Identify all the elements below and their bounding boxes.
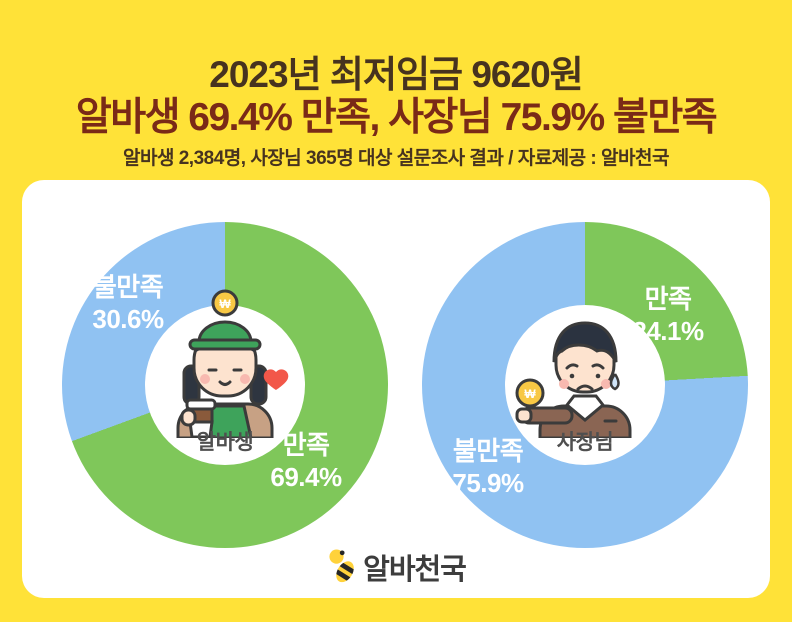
slice-label-dissatisfied: 불만족 30.6% bbox=[70, 272, 186, 335]
slice-label-text: 만족 bbox=[282, 430, 330, 460]
chart-card: 불만족 30.6% 만족 69.4% ₩ bbox=[22, 180, 770, 598]
boss-collar bbox=[564, 394, 606, 422]
svg-text:₩: ₩ bbox=[219, 297, 231, 311]
slice-label-pct: 24.1% bbox=[632, 315, 704, 346]
logo-text: 알바천국 bbox=[363, 554, 467, 586]
slice-label-dissatisfied: 불만족 75.9% bbox=[430, 436, 546, 499]
slice-label-text: 만족 bbox=[644, 284, 692, 314]
donut-chart-albasaeng: 불만족 30.6% 만족 69.4% ₩ bbox=[62, 222, 388, 548]
tear-icon bbox=[609, 373, 620, 391]
coffee-cup-icon bbox=[185, 398, 217, 438]
svg-text:₩: ₩ bbox=[524, 387, 536, 401]
page-title-line2: 알바생 69.4% 만족, 사장님 75.9% 불만족 bbox=[75, 96, 718, 139]
slice-label-text: 불만족 bbox=[92, 272, 164, 302]
coin-icon: ₩ bbox=[515, 378, 545, 408]
cap-dome bbox=[197, 320, 253, 344]
slice-label-pct: 30.6% bbox=[92, 303, 164, 334]
slice-label-pct: 75.9% bbox=[452, 467, 524, 498]
albacheonguk-logo: 알바천국 bbox=[326, 546, 467, 588]
barista-character: ₩ bbox=[176, 289, 289, 438]
survey-source-subtitle: 알바생 2,384명, 사장님 365명 대상 설문조사 결과 / 자료제공 :… bbox=[123, 148, 669, 169]
boss-character: ₩ bbox=[515, 321, 632, 438]
boss-hair bbox=[552, 321, 618, 363]
donut-chart-sajangnim: 만족 24.1% 불만족 75.9% ₩ bbox=[422, 222, 748, 548]
slice-label-pct: 69.4% bbox=[270, 461, 342, 492]
heart-icon bbox=[263, 369, 289, 390]
chart-center-label: 알바생 bbox=[196, 431, 254, 454]
cap-brim bbox=[188, 338, 262, 351]
slice-label-satisfied: 만족 69.4% bbox=[248, 430, 364, 493]
bee-icon bbox=[329, 549, 357, 583]
coin-icon: ₩ bbox=[211, 289, 239, 317]
page-title-line1: 2023년 최저임금 9620원 bbox=[209, 54, 583, 95]
slice-label-text: 불만족 bbox=[452, 436, 524, 466]
chart-center-label: 사장님 bbox=[556, 431, 614, 454]
slice-label-satisfied: 만족 24.1% bbox=[610, 284, 726, 347]
boss-hand bbox=[515, 407, 533, 424]
barista-hand bbox=[180, 408, 197, 427]
